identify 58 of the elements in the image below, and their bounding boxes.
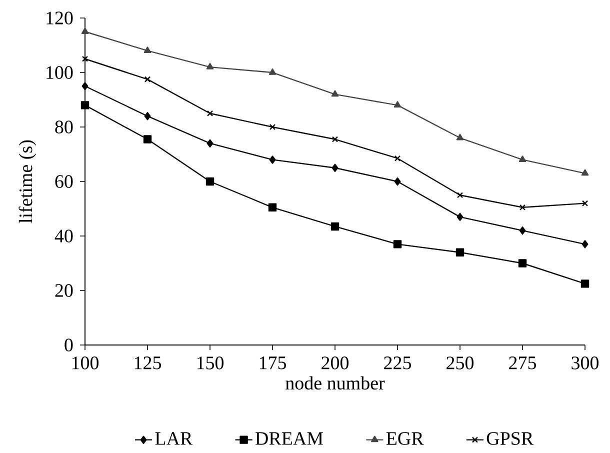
point (394, 177, 401, 186)
x-tick-label: 175 (260, 356, 286, 370)
legend-label: EGR (386, 432, 424, 445)
legend-label: DREAM (255, 432, 323, 445)
point (456, 212, 464, 222)
point (394, 155, 401, 162)
point (456, 248, 464, 256)
point (519, 204, 526, 210)
x-tick-label: 250 (446, 356, 474, 370)
x-tick-label: 275 (509, 356, 536, 370)
point (206, 110, 214, 116)
point (332, 136, 338, 142)
point (206, 139, 214, 148)
point (331, 90, 339, 97)
y-tick-label: 120 (46, 12, 73, 24)
y-tick-label: 100 (46, 66, 73, 79)
point (82, 82, 88, 90)
point (519, 226, 526, 235)
y-axis-title: lifetime (s) (18, 140, 36, 224)
x-tick-label: 150 (197, 356, 224, 370)
point (269, 156, 276, 164)
point (581, 169, 589, 176)
y-tick-label: 20 (55, 284, 73, 297)
point (144, 112, 151, 120)
x-tick-label: 125 (134, 356, 162, 370)
x-tick-label: 225 (384, 356, 412, 370)
point (206, 177, 214, 186)
point (144, 46, 152, 54)
point (393, 240, 402, 248)
y-tick-label: 0 (64, 338, 73, 352)
x-tick-label: 100 (72, 356, 99, 370)
y-tick-label: 40 (54, 230, 73, 242)
x-tick-label: 300 (572, 356, 599, 370)
point (330, 222, 340, 231)
point (268, 203, 277, 212)
point (268, 68, 276, 75)
y-tick-label: 80 (55, 120, 73, 134)
legend-label: LAR (155, 432, 193, 445)
point (81, 28, 89, 34)
point (582, 240, 588, 248)
x-tick-label: 200 (322, 356, 349, 370)
point (269, 124, 276, 130)
point (80, 101, 90, 110)
y-tick-label: 60 (55, 175, 73, 188)
point (456, 192, 464, 198)
point (580, 280, 590, 288)
point (394, 101, 402, 108)
point (206, 62, 214, 70)
point (582, 200, 588, 206)
point (143, 135, 152, 144)
point (82, 56, 88, 62)
point (144, 76, 151, 82)
point (518, 156, 526, 162)
point (518, 259, 527, 268)
legend-label: GPSR (486, 432, 534, 445)
x-axis-title: node number (286, 376, 385, 390)
point (456, 134, 464, 140)
point (332, 164, 338, 172)
